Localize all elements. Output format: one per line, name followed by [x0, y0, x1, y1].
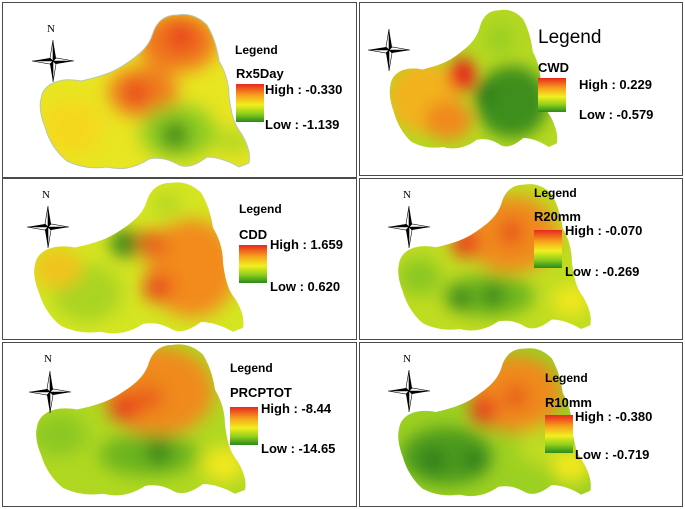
legend-low: Low : 0.620 [270, 279, 341, 294]
rx5day-map [39, 14, 250, 170]
map-panel-prcptot: N Legend PRCPTOT High : -8.44 Low : -14.… [2, 342, 357, 507]
legend-title: Legend [230, 361, 273, 375]
north-label: N [47, 23, 55, 35]
north-arrow-icon [28, 370, 72, 414]
north-label: N [42, 189, 50, 201]
legend-title: Legend [534, 186, 577, 200]
legend-color-ramp [545, 415, 573, 453]
legend-high: High : -8.44 [261, 401, 332, 416]
legend-high: High : -0.330 [265, 82, 343, 97]
variable-name: R10mm [545, 395, 592, 410]
map-panel-cwd: Legend CWD High : 0.229 Low : -0.579 [359, 2, 683, 176]
legend-low: Low : -14.65 [261, 441, 336, 456]
legend-high: High : -0.380 [575, 409, 653, 424]
legend-color-ramp [534, 230, 562, 268]
legend-title: Legend [239, 202, 282, 216]
north-arrow-icon [31, 39, 75, 83]
legend-high: High : -0.070 [565, 223, 643, 238]
legend-color-ramp [236, 84, 264, 122]
legend-high: High : 0.229 [579, 77, 652, 92]
north-arrow-icon [387, 205, 431, 249]
map-panel-rx5day: N Legend Rx5Day High : -0.330 Low : -1.1… [2, 2, 357, 178]
prcptot-map [36, 344, 246, 496]
map-panel-cdd: N Legend CDD High : 1.659 Low : 0.620 [2, 178, 357, 340]
legend-low: Low : -0.269 [565, 264, 640, 279]
legend-title: Legend [538, 27, 602, 48]
north-label: N [403, 189, 411, 201]
legend-color-ramp [538, 78, 566, 112]
north-arrow-icon [26, 205, 70, 249]
legend-low: Low : -0.719 [575, 447, 650, 462]
legend-low: Low : -0.579 [579, 107, 654, 122]
legend-low: Low : -1.139 [265, 117, 340, 132]
cwd-map [389, 9, 558, 149]
cdd-map [34, 182, 244, 334]
legend-high: High : 1.659 [270, 237, 343, 252]
variable-name: CDD [239, 227, 268, 242]
variable-name: PRCPTOT [230, 385, 292, 400]
map-panel-r10mm: N Legend R10mm High : -0.380 Low : -0.71… [359, 342, 683, 507]
legend-color-ramp [239, 245, 267, 283]
legend-title: Legend [545, 371, 588, 385]
north-arrow-icon [367, 28, 411, 72]
legend-title: Legend [235, 43, 278, 57]
variable-name: R20mm [534, 209, 581, 224]
variable-name: Rx5Day [236, 66, 284, 81]
north-label: N [44, 353, 52, 365]
north-label: N [403, 353, 411, 365]
variable-name: CWD [538, 60, 570, 75]
legend-color-ramp [230, 407, 258, 445]
north-arrow-icon [387, 369, 431, 413]
map-panel-r20mm: N Legend R20mm High : -0.070 Low : -0.26… [359, 178, 683, 340]
